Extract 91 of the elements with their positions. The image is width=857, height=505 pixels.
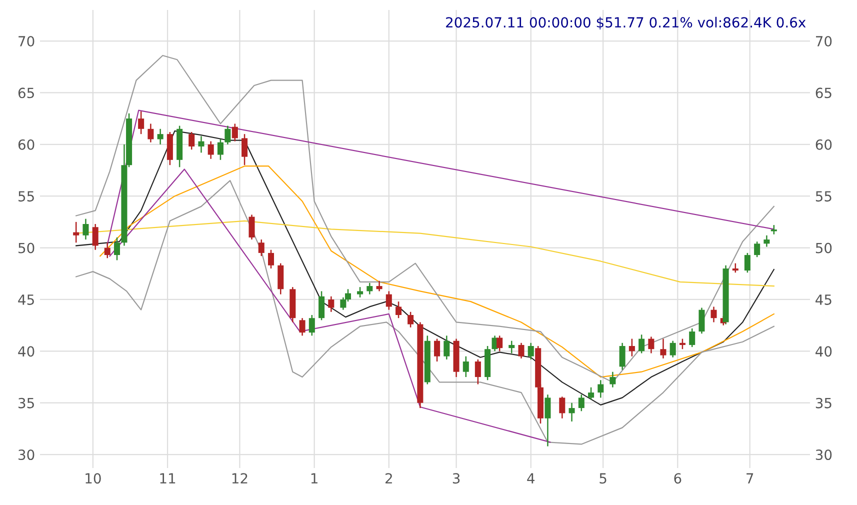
candlestick [386,290,392,310]
candlestick [232,123,238,142]
candlestick [268,249,274,270]
candlestick [198,136,204,154]
candlestick [104,242,110,259]
candlestick [648,336,654,354]
candlestick [710,306,717,323]
candlestick [396,300,402,319]
x-tick-label: 1 [311,473,318,484]
candlestick [698,307,705,334]
candlestick [217,138,224,161]
candlestick [619,342,626,370]
line-series [100,166,774,378]
candlestick [764,234,770,248]
x-tick-label: 7 [746,473,754,484]
line-series [76,130,774,406]
chart-title: 2025.07.11 00:00:00 $51.77 0.21% vol:862.4K 0.6x [446,16,806,30]
candlestick [638,334,645,354]
candlestick [660,338,666,360]
candlestick [328,296,334,313]
y-tick-label: 35 [18,398,34,408]
candlestick [258,238,264,257]
x-tick-label: 10 [86,473,101,484]
candlestick [508,340,515,354]
candlestick [357,286,364,298]
candlestick [670,340,676,358]
candlestick [559,396,566,419]
candlestick [754,240,760,258]
y2-tick-label: 55 [816,191,832,202]
candlestick [248,214,255,240]
y-tick-label: 30 [18,450,34,460]
candlestick [568,402,575,422]
candlestick [224,125,231,146]
candlestick [278,262,284,295]
candlestick [462,356,469,378]
candlestick [92,223,98,250]
y-tick-label: 50 [18,242,34,254]
y-tick-label: 55 [18,191,34,202]
candlestick [208,140,214,160]
candlestick [299,317,306,336]
y2-tick-label: 30 [816,450,832,460]
candlestick [744,252,750,274]
candlestick [598,379,604,398]
candlestick [376,280,382,292]
y2-tick-label: 60 [816,139,832,150]
candlestick [496,335,503,352]
y2-tick-label: 70 [816,36,832,46]
candlestick [73,221,80,244]
candlestick [366,282,373,295]
y-tick-label: 65 [18,88,34,98]
x-tick-label: 6 [674,473,682,484]
line-series [76,54,774,383]
candlestick [689,328,696,348]
candlestick [82,218,89,240]
candlestick [528,342,534,360]
x-tick-label: 5 [600,473,606,484]
candlestick [408,311,414,328]
y-tick-label: 45 [18,294,34,305]
y-tick-label: 70 [18,36,34,46]
x-tick-label: 2 [386,473,392,484]
candlestick [148,123,154,143]
y2-tick-label: 40 [816,346,832,357]
y2-tick-label: 45 [816,294,832,305]
y-tick-label: 40 [18,346,34,357]
candlestick [444,335,450,360]
y2-tick-label: 50 [816,242,832,254]
candlestick [679,338,686,350]
candlestick [138,110,144,135]
candlestick [308,314,315,336]
x-tick-label: 12 [232,473,248,484]
candlestick [544,394,551,447]
candlestick [628,338,635,357]
candlestick [732,262,738,274]
candlestick [242,133,248,166]
y2-tick-label: 65 [816,88,832,98]
y-tick-label: 60 [18,139,34,150]
y2-tick-label: 35 [816,398,832,408]
x-tick-label: 4 [527,473,535,484]
candlestick [188,131,195,150]
candlestick [588,386,594,400]
x-tick-label: 3 [452,473,460,484]
candlestick [518,342,524,360]
candlestick [114,236,120,261]
line-series [76,180,774,445]
x-tick-label: 11 [160,473,176,484]
candlestick [474,358,481,385]
candlestick [434,338,440,362]
candlestick [578,394,584,412]
candlestick [318,290,325,321]
candlestick [157,128,164,146]
candlestick [610,371,616,388]
